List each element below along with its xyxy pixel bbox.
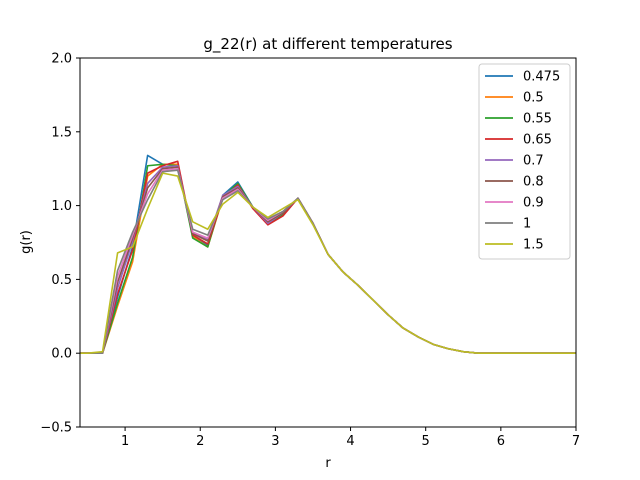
x-tick-label: 4 xyxy=(346,434,354,449)
legend-entry: 0.5 xyxy=(523,91,544,106)
y-tick-label: 0.5 xyxy=(51,273,72,288)
x-tick-label: 3 xyxy=(271,434,279,449)
x-axis: 1 2 3 4 5 6 7 xyxy=(121,427,580,449)
x-axis-label: r xyxy=(325,456,331,471)
y-tick-label: 1.0 xyxy=(51,199,72,214)
legend-entry: 0.475 xyxy=(523,70,560,85)
y-tick-label: 0.0 xyxy=(51,347,72,362)
y-axis-label: g(r) xyxy=(19,230,34,254)
x-tick-label: 5 xyxy=(422,434,430,449)
y-axis: −0.5 0.0 0.5 1.0 1.5 2.0 xyxy=(40,52,80,436)
chart-title: g_22(r) at different temperatures xyxy=(203,35,452,54)
axes-frame xyxy=(79,57,577,428)
x-tick-label: 7 xyxy=(572,434,580,449)
legend: 0.475 0.5 0.55 0.65 0.7 0.8 0.9 1 1.5 xyxy=(478,63,571,260)
legend-entry: 1.5 xyxy=(523,238,544,253)
series-layer xyxy=(80,154,576,355)
legend-entry: 1 xyxy=(523,217,531,232)
x-tick-label: 6 xyxy=(497,434,505,449)
legend-box xyxy=(478,63,571,260)
y-tick-label: 2.0 xyxy=(51,52,72,67)
legend-entry: 0.55 xyxy=(523,112,552,127)
x-tick-label: 1 xyxy=(121,434,129,449)
y-tick-label: 1.5 xyxy=(51,125,72,140)
legend-entry: 0.65 xyxy=(523,133,552,148)
y-tick-label: −0.5 xyxy=(40,421,72,436)
legend-entry: 0.7 xyxy=(523,154,544,169)
legend-entry: 0.9 xyxy=(523,196,544,211)
legend-entry: 0.8 xyxy=(523,175,544,190)
x-tick-label: 2 xyxy=(196,434,204,449)
series-line-1-5 xyxy=(80,172,576,355)
